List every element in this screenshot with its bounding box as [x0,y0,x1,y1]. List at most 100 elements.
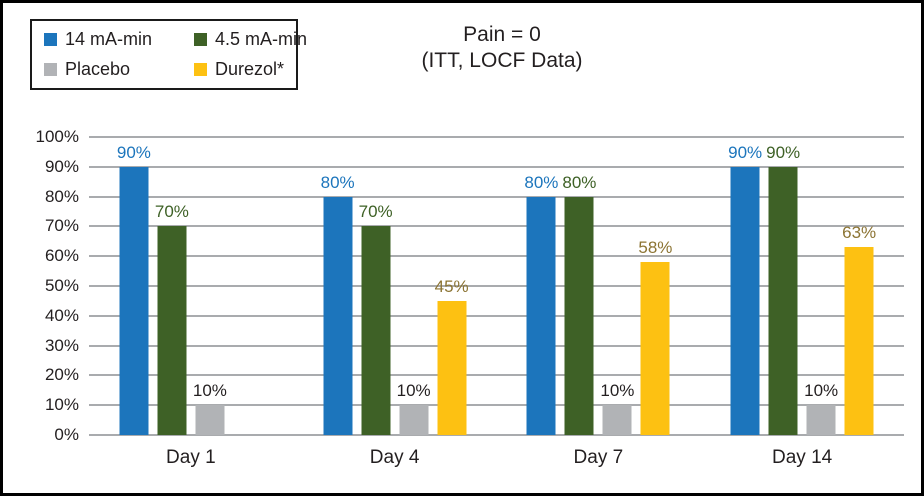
bar-slot: 80% [320,137,355,435]
legend-item-durezol-: Durezol* [194,57,307,83]
bar-cluster: 90% 90% 10% 63% [728,137,877,435]
bar-slot: 70% [154,137,189,435]
legend-swatch-icon [194,63,207,76]
x-axis-label-day-1: Day 1 [166,447,216,468]
bar-value-label: 80% [524,172,559,192]
legend-label: 4.5 mA-min [215,29,308,49]
bar-cluster: 80% 80% 10% 58% [524,137,673,435]
chart-title-line2: (ITT, LOCF Data) [421,49,583,72]
bar-14-ma-min [730,166,760,435]
legend-label: Placebo [65,59,131,79]
y-tick-label: 30% [44,335,79,355]
y-tick-label: 20% [44,365,79,385]
legend-swatch-icon [44,63,57,76]
legend-label: Durezol* [215,59,285,79]
x-axis-label-day-14: Day 14 [772,447,833,468]
bar-durezol- [844,247,874,435]
bar-slot: 58% [638,137,673,435]
bar-14-ma-min [119,166,149,435]
bar-value-label: 70% [154,202,189,222]
legend-swatch-icon [194,33,207,46]
legend-swatch-icon [44,33,57,46]
gridline [89,136,904,138]
gridline [89,314,904,317]
chart-title: Pain = 0 (ITT, LOCF Data) [83,22,921,74]
y-tick-label: 90% [44,156,79,176]
bar-value-label: 58% [638,238,673,258]
bar-slot: 63% [842,137,877,435]
y-axis-tick-labels: 0% 10% 20% 30% 40% 50% 60% 70% 80% 90% 100% [3,127,79,444]
bar-value-label: 45% [434,276,469,296]
bar-placebo [602,405,632,435]
y-tick-label: 0% [54,425,79,444]
y-tick-label: 50% [44,276,79,295]
y-tick-label: 100% [35,127,79,146]
y-tick-label: 80% [44,186,79,206]
bar-durezol- [437,300,467,435]
bar-slot: 90% [116,137,151,435]
legend-label: 14 mA-min [65,29,153,49]
bar-4-5-ma-min [361,226,391,435]
plot-area: 90% 70% 10% 80% 70% 10% 45% 80% 80% 10% 58% 90% 90% 1… [89,136,904,436]
x-axis-label-day-7: Day 7 [573,447,624,468]
bar-value-label: 90% [116,142,151,162]
bar-value-label: 80% [320,172,355,192]
bar-slot: 10% [396,137,431,435]
gridline [89,195,904,198]
bar-value-label: 10% [192,381,227,401]
bar-placebo [195,405,225,435]
bar-value-label: 90% [728,142,763,162]
bar-groups: 90% 70% 10% 80% 70% 10% 45% 80% 80% 10% 58% 90% 90% 1… [89,137,904,435]
bar-group-day-1: 90% 70% 10% [89,137,293,435]
legend-item-4-5-ma-min: 4.5 mA-min [194,27,307,53]
bar-placebo [399,405,429,435]
legend-item-placebo: Placebo [44,57,194,83]
bar-group-day-7: 80% 80% 10% 58% [497,137,701,435]
gridline [89,404,904,407]
bar-value-label: 10% [600,381,635,401]
y-tick-label: 10% [44,395,79,415]
bar-durezol- [640,262,670,435]
bar-slot: 70% [358,137,393,435]
bar-value-label: 10% [396,381,431,401]
y-tick-label: 70% [44,216,79,236]
bar-14-ma-min [323,196,353,435]
bar-slot: 10% [804,137,839,435]
bar-slot: 80% [562,137,596,435]
gridline [89,344,904,347]
bar-4-5-ma-min [768,166,798,435]
gridline [89,374,904,377]
bar-group-day-4: 80% 70% 10% 45% [293,137,497,435]
y-tick-label: 60% [44,246,79,266]
bar-slot: 90% [766,137,801,435]
x-axis-labels: Day 1 Day 4 Day 7 Day 14 [89,447,904,469]
bar-slot: 45% [434,137,469,435]
bar-cluster: 90% 70% 10% [116,137,262,435]
legend-item-14-ma-min: 14 mA-min [44,27,194,53]
gridline [89,225,904,228]
bar-slot: 10% [600,137,635,435]
bar-4-5-ma-min [157,226,187,435]
bar-group-day-14: 90% 90% 10% 63% [700,137,904,435]
bar-slot [233,137,262,435]
bar-4-5-ma-min [564,196,594,435]
bar-slot: 80% [524,137,559,435]
y-tick-label: 40% [44,305,79,325]
bar-slot: 90% [728,137,763,435]
bar-value-label: 90% [766,142,801,162]
x-axis-label-day-4: Day 4 [369,447,420,468]
bar-value-label: 70% [358,202,393,222]
chart-title-line1: Pain = 0 [463,23,541,46]
gridline [89,285,904,287]
gridline [89,255,904,258]
bar-cluster: 80% 70% 10% 45% [320,137,469,435]
legend-box: 14 mA-min 4.5 mA-min Placebo Durezol* [30,19,307,90]
bar-value-label: 10% [804,381,839,401]
gridline [89,165,904,168]
bar-value-label: 63% [842,223,877,243]
gridline [89,434,904,436]
bar-14-ma-min [526,196,556,435]
bar-slot: 10% [192,137,227,435]
bar-placebo [806,405,836,435]
